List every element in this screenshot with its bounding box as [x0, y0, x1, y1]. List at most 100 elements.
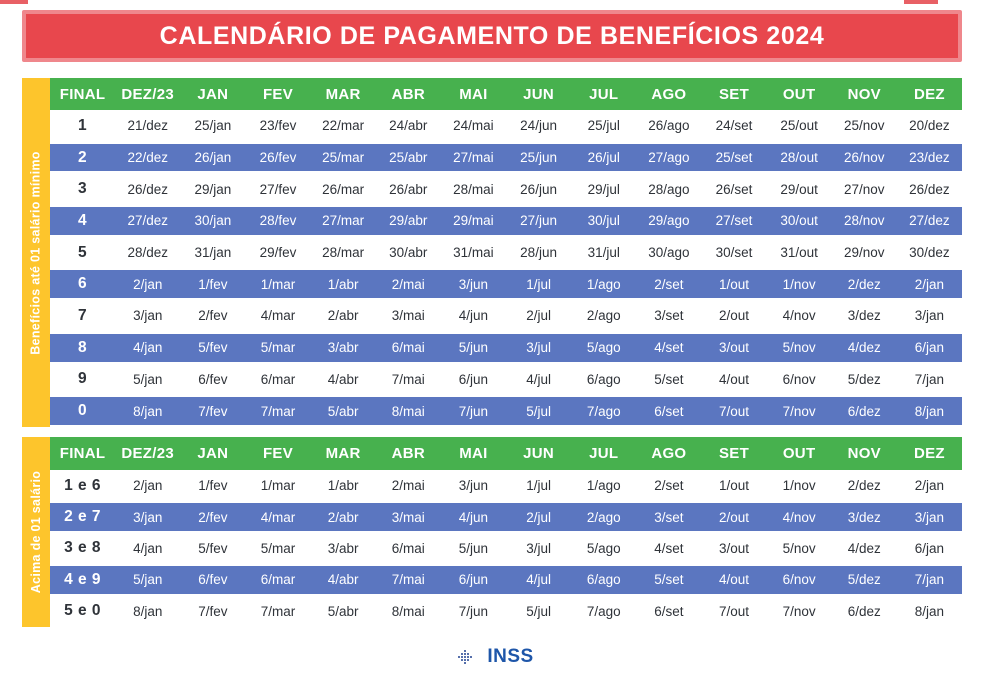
- payment-date-cell: 1/fev: [198, 478, 228, 494]
- payment-date-cell: 5/jan: [133, 572, 163, 588]
- payment-date-cell: 3/out: [718, 340, 749, 356]
- sidebar-table2: Acima de 01 salário: [22, 437, 50, 627]
- final-digit-cell: 7: [78, 306, 88, 324]
- column-header: ABR: [391, 85, 425, 103]
- payment-date-cell: 28/out: [780, 150, 818, 166]
- table-row: 1 21/dez 25/jan 23/fev 22/mar 24/abr 24/mai 24/…: [50, 110, 962, 142]
- payment-date-cell: 2/dez: [847, 276, 881, 292]
- sidebar-table1: Benefícios até 01 salário mínimo: [22, 78, 50, 427]
- payment-date-cell: 6/set: [654, 403, 684, 419]
- payment-date-cell: 8/jan: [914, 603, 945, 619]
- payment-date-cell: 26/jul: [587, 150, 620, 166]
- column-header: DEZ: [913, 445, 945, 462]
- payment-date-cell: 26/nov: [844, 150, 885, 166]
- side-label-table1: Benefícios até 01 salário mínimo: [29, 150, 43, 355]
- payment-date-cell: 5/mar: [260, 340, 296, 356]
- table-row: 2 e 7 3/jan 2/fev 4/mar 2/abr 3/mai 4/jun 2/jul…: [50, 501, 962, 533]
- payment-date-cell: 2/jan: [914, 478, 945, 494]
- payment-date-cell: 23/dez: [909, 150, 950, 166]
- payment-date-cell: 3/jul: [526, 540, 551, 556]
- payment-date-cell: 30/jul: [587, 213, 620, 229]
- payment-date-cell: 3/jan: [133, 308, 163, 324]
- payment-date-cell: 22/mar: [322, 118, 365, 134]
- final-digit-cell: 6: [78, 275, 88, 293]
- payment-date-cell: 4/nov: [782, 509, 816, 525]
- payment-date-cell: 5/jun: [458, 540, 489, 556]
- column-header: OUT: [782, 85, 816, 103]
- payment-date-cell: 6/jun: [458, 572, 489, 588]
- column-header: JUN: [523, 445, 555, 462]
- payment-date-cell: 6/jan: [914, 540, 945, 556]
- column-header: FINAL: [59, 85, 106, 103]
- side-label-table2: Acima de 01 salário: [29, 470, 43, 594]
- payment-date-cell: 2/jan: [133, 478, 163, 494]
- payment-date-cell: 29/mai: [453, 213, 494, 229]
- payment-date-cell: 1/nov: [782, 478, 816, 494]
- column-header: JUL: [589, 445, 619, 462]
- payment-date-cell: 29/nov: [844, 245, 885, 261]
- payment-date-cell: 5/abr: [327, 403, 359, 419]
- payment-date-cell: 5/dez: [847, 371, 881, 387]
- payment-date-cell: 7/out: [718, 403, 749, 419]
- payment-date-cell: 8/jan: [133, 603, 163, 619]
- column-header: SET: [718, 85, 750, 103]
- payment-date-cell: 7/jun: [458, 603, 489, 619]
- top-left-ribbon-artifact: [0, 0, 28, 4]
- payment-date-cell: 6/mar: [260, 371, 296, 387]
- column-header: FEV: [262, 85, 294, 103]
- payment-date-cell: 24/jun: [520, 118, 557, 134]
- payment-date-cell: 26/dez: [909, 181, 950, 197]
- payment-date-cell: 4/jun: [458, 308, 489, 324]
- payment-date-cell: 28/dez: [127, 245, 168, 261]
- payment-date-cell: 3/jun: [458, 478, 489, 494]
- payment-date-cell: 31/out: [780, 245, 818, 261]
- payment-date-cell: 2/mai: [391, 276, 425, 292]
- payment-date-cell: 2/ago: [586, 308, 621, 324]
- payment-date-cell: 1/mar: [260, 276, 296, 292]
- final-digit-cell: 1 e 6: [64, 476, 102, 494]
- payment-date-cell: 6/mai: [391, 540, 425, 556]
- payment-date-cell: 2/mai: [391, 478, 425, 494]
- payment-date-cell: 3/jun: [458, 276, 489, 292]
- payment-date-cell: 24/mai: [453, 118, 494, 134]
- payment-date-cell: 21/dez: [127, 118, 168, 134]
- payment-date-cell: 2/out: [718, 308, 749, 324]
- table-row: 3 e 8 4/jan 5/fev 5/mar 3/abr 6/mai 5/jun 3/jul…: [50, 532, 962, 565]
- payment-date-cell: 6/ago: [586, 572, 621, 588]
- final-digit-cell: 9: [78, 370, 88, 388]
- column-header: MAR: [325, 85, 361, 103]
- payment-date-cell: 5/nov: [782, 540, 816, 556]
- payment-date-cell: 5/jul: [526, 403, 551, 419]
- payment-date-cell: 3/dez: [847, 308, 881, 324]
- payment-date-cell: 6/dez: [847, 403, 881, 419]
- payment-date-cell: 27/dez: [127, 213, 168, 229]
- payment-date-cell: 3/mai: [391, 308, 425, 324]
- table-row: 0 8/jan 7/fev 7/mar 5/abr 8/mai 7/jun 5/jul 7/ag…: [50, 395, 962, 427]
- payment-date-cell: 5/fev: [198, 340, 228, 356]
- column-header: OUT: [782, 445, 816, 462]
- payment-date-cell: 8/mai: [391, 403, 425, 419]
- payment-date-cell: 2/abr: [327, 509, 359, 525]
- payment-date-cell: 27/set: [715, 213, 753, 229]
- grid-table2: FINAL DEZ/23 JAN FEV MAR ABR MAI JUN JUL AGO SET OU…: [50, 437, 962, 627]
- final-digit-cell: 5: [78, 243, 88, 261]
- payment-date-cell: 27/nov: [844, 181, 885, 197]
- column-header: NOV: [847, 85, 881, 103]
- column-header: MAI: [459, 445, 488, 462]
- payment-date-cell: 3/set: [654, 308, 684, 324]
- payment-date-cell: 2/fev: [198, 308, 228, 324]
- payment-date-cell: 25/mar: [322, 150, 365, 166]
- grid-table1: FINAL DEZ/23 JAN FEV MAR ABR MAI JUN JUL AGO SET OU…: [50, 78, 962, 427]
- payment-date-cell: 5/dez: [847, 572, 881, 588]
- payment-date-cell: 27/fev: [259, 181, 297, 197]
- column-header: FEV: [262, 445, 294, 462]
- table-row: 3 26/dez 29/jan 27/fev 26/mar 26/abr 28/mai 26/…: [50, 173, 962, 206]
- payment-date-cell: 27/ago: [648, 150, 690, 166]
- payment-date-cell: 5/abr: [327, 603, 359, 619]
- column-header: NOV: [847, 445, 881, 462]
- column-header: MAR: [325, 445, 361, 462]
- payment-date-cell: 7/mar: [260, 403, 296, 419]
- column-header: AGO: [651, 85, 687, 103]
- payment-date-cell: 1/ago: [586, 478, 621, 494]
- payment-date-cell: 5/set: [654, 572, 684, 588]
